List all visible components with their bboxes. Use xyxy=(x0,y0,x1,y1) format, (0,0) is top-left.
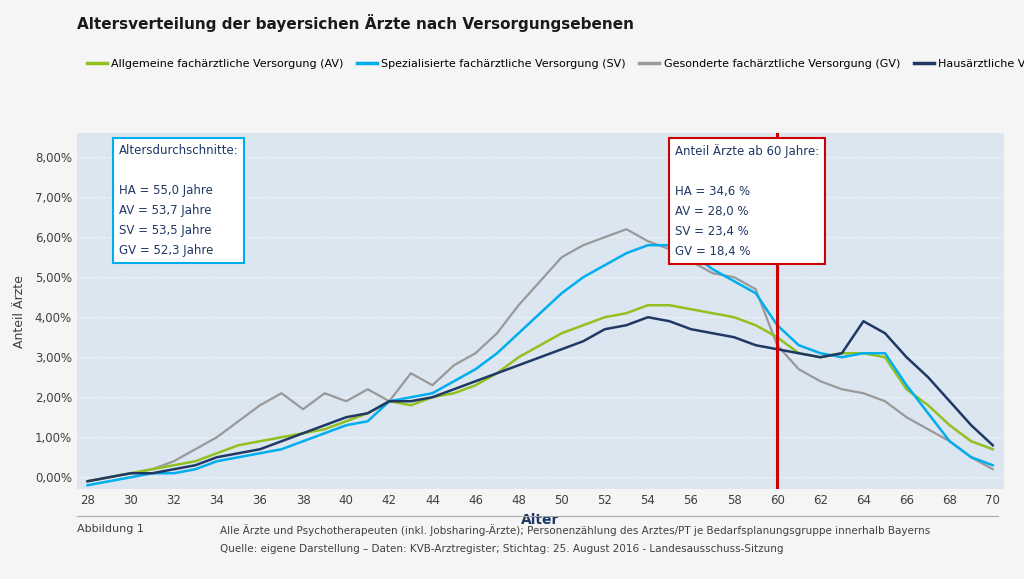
X-axis label: Alter: Alter xyxy=(521,512,559,527)
Text: Altersdurchschnitte:

HA = 55,0 Jahre
AV = 53,7 Jahre
SV = 53,5 Jahre
GV = 52,3 : Altersdurchschnitte: HA = 55,0 Jahre AV … xyxy=(119,144,239,257)
Y-axis label: Anteil Ärzte: Anteil Ärzte xyxy=(13,275,27,347)
Text: Quelle: eigene Darstellung – Daten: KVB-Arztregister; Stichtag: 25. August 2016 : Quelle: eigene Darstellung – Daten: KVB-… xyxy=(220,544,783,554)
Text: Anteil Ärzte ab 60 Jahre:

HA = 34,6 %
AV = 28,0 %
SV = 23,4 %
GV = 18,4 %: Anteil Ärzte ab 60 Jahre: HA = 34,6 % AV… xyxy=(675,144,819,258)
Text: Alle Ärzte und Psychotherapeuten (inkl. Jobsharing-Ärzte); Personenzählung des A: Alle Ärzte und Psychotherapeuten (inkl. … xyxy=(220,524,931,536)
Legend: Allgemeine fachärztliche Versorgung (AV), Spezialisierte fachärztliche Versorgun: Allgemeine fachärztliche Versorgung (AV)… xyxy=(82,55,1024,74)
Text: Altersverteilung der bayersichen Ärzte nach Versorgungsebenen: Altersverteilung der bayersichen Ärzte n… xyxy=(77,14,634,32)
Text: Abbildung 1: Abbildung 1 xyxy=(77,524,143,534)
